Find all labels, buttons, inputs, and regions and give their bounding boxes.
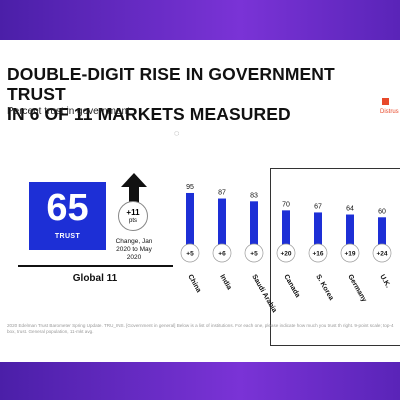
bar-chart: 95 +5 China 87 +6 India 83 +5 Saudi Arabia 70 +20 C… (180, 184, 392, 314)
change-label: +6 (218, 251, 226, 258)
change-label: +5 (250, 251, 258, 258)
footnote: 2020 Edelman Trust Barometer Spring Upda… (7, 323, 394, 334)
bar-value-label: 70 (282, 201, 290, 208)
change-badge (244, 243, 264, 263)
global-change-value: +11 (126, 208, 140, 217)
category-tick-label: U.K. (378, 274, 391, 290)
slide-title: DOUBLE-DIGIT RISE IN GOVERNMENT TRUST IN… (7, 64, 397, 124)
global-change-badge: +11 pts (118, 201, 148, 231)
global-trust-box: 65 TRUST (29, 182, 106, 250)
bar-0 (186, 192, 194, 259)
legend-distrust-swatch (382, 98, 389, 105)
change-label: +20 (280, 251, 291, 258)
bar-value-label: 83 (250, 192, 258, 199)
change-badge (212, 243, 232, 263)
bar-1 (218, 198, 226, 259)
change-label: +24 (376, 251, 387, 258)
change-badge (340, 243, 360, 263)
bar-value-label: 67 (314, 203, 322, 210)
change-badge (308, 243, 328, 263)
global-name-label: Global 11 (72, 273, 118, 284)
category-tick-label: China (186, 274, 202, 294)
bar-6 (378, 217, 386, 259)
change-badge (276, 243, 296, 263)
bar-value-label: 64 (346, 206, 354, 213)
bar-3 (282, 210, 290, 259)
mouse-cursor-icon: ◌ (174, 128, 180, 138)
title-line-2: IN 6 OF 11 MARKETS MEASURED (7, 104, 291, 124)
bottom-purple-band (0, 362, 400, 400)
change-label: +5 (186, 251, 194, 258)
global-change-unit: pts (128, 218, 137, 224)
bar-value-label: 95 (186, 184, 194, 191)
highlight-frame (270, 168, 400, 346)
category-tick-label: Germany (346, 274, 367, 304)
category-tick-label: India (218, 274, 232, 292)
change-badge (372, 243, 392, 263)
title-line-1: DOUBLE-DIGIT RISE IN GOVERNMENT TRUST (7, 64, 335, 104)
bar-value-label: 87 (218, 190, 226, 197)
global-change-label: Change, Jan 2020 to May 2020 (115, 238, 153, 261)
category-tick-label: S. Korea (314, 274, 334, 302)
bar-4 (314, 212, 322, 259)
up-arrow-icon (121, 173, 147, 203)
top-purple-band (0, 0, 400, 40)
global-divider-line (18, 265, 173, 267)
global-trust-label: TRUST (54, 233, 81, 240)
category-tick-label: Saudi Arabia (250, 274, 277, 314)
slide: DOUBLE-DIGIT RISE IN GOVERNMENT TRUST IN… (0, 40, 400, 362)
change-badge (180, 243, 200, 263)
global-trust-value: 65 (46, 187, 89, 229)
bar-5 (346, 214, 354, 259)
legend-distrust-label: Distrus (380, 109, 399, 115)
bar-value-label: 60 (378, 208, 386, 215)
bar-2 (250, 201, 258, 259)
change-label: +19 (344, 251, 355, 258)
category-tick-label: Canada (282, 274, 301, 299)
change-label: +16 (312, 251, 323, 258)
chart-subtitle: Percent trust in government (7, 106, 130, 117)
